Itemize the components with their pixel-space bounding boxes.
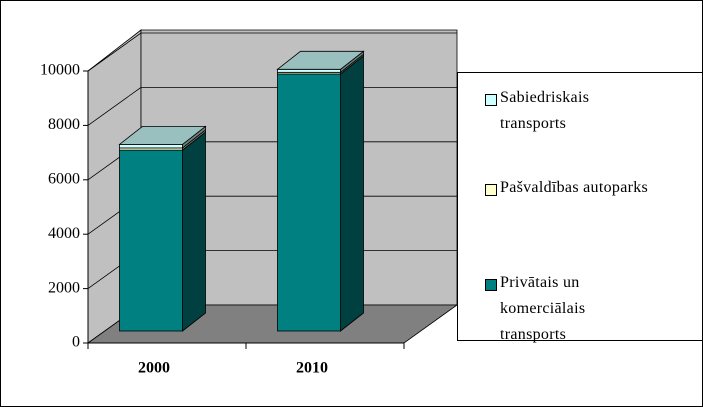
legend-swatch — [485, 94, 497, 106]
y-tick-label: 4000 — [48, 225, 80, 242]
legend-label: Privātais un komerciālais transports — [500, 274, 586, 343]
x-tick-label: 2010 — [296, 360, 328, 377]
bar-top — [118, 126, 207, 145]
legend-label: Sabiedriskais transports — [500, 89, 590, 132]
y-tick-label: 8000 — [48, 116, 80, 133]
legend-swatch — [485, 279, 497, 291]
y-tick-label: 6000 — [48, 170, 80, 187]
bar-side — [340, 55, 364, 332]
y-tick-label: 0 — [72, 334, 80, 351]
x-tick-label: 2000 — [138, 360, 170, 377]
legend-swatch — [485, 184, 497, 196]
bar — [277, 73, 341, 332]
legend-label: Pašvaldības autoparks — [500, 179, 649, 196]
bar — [119, 149, 183, 332]
grid-line — [87, 32, 457, 72]
bar — [277, 68, 341, 73]
bar — [119, 144, 183, 149]
bar-side — [182, 131, 206, 332]
bar-top — [276, 50, 365, 70]
y-tick-label: 2000 — [48, 279, 80, 296]
y-tick-label: 10000 — [40, 62, 80, 79]
legend-box — [457, 72, 703, 341]
